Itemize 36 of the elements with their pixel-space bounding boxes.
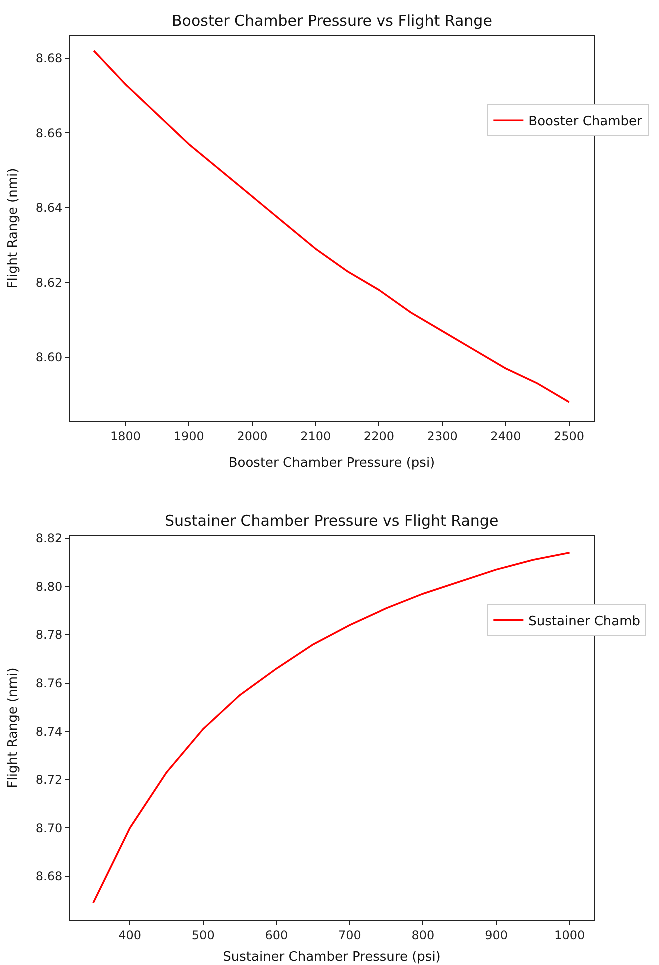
x-tick-label: 2200 <box>364 429 394 444</box>
x-tick-label: 600 <box>265 928 288 942</box>
x-tick-label: 2500 <box>554 429 585 444</box>
y-tick-label: 8.68 <box>36 52 63 66</box>
x-tick-label: 1900 <box>174 429 204 444</box>
y-tick-label: 8.64 <box>36 201 63 216</box>
x-tick-label: 500 <box>192 928 215 942</box>
y-tick-label: 8.74 <box>36 724 63 739</box>
x-tick-label: 400 <box>118 928 142 942</box>
y-tick-label: 8.60 <box>36 350 63 365</box>
y-tick-label: 8.76 <box>36 676 63 691</box>
y-tick-label: 8.68 <box>36 870 63 884</box>
x-tick-label: 2000 <box>237 429 268 444</box>
legend-label: Booster Chamber <box>528 114 644 130</box>
y-tick-label: 8.66 <box>36 126 63 140</box>
x-tick-label: 800 <box>412 928 435 942</box>
y-axis-title: Flight Range (nmi) <box>6 668 21 788</box>
x-tick-label: 700 <box>338 928 362 942</box>
x-tick-label: 2400 <box>490 429 522 444</box>
y-tick-label: 8.72 <box>36 773 63 788</box>
x-axis-title: Booster Chamber Pressure (psi) <box>228 456 436 471</box>
legend-label: Sustainer Chamb <box>528 614 641 630</box>
chart-title: Sustainer Chamber Pressure vs Flight Range <box>165 512 499 530</box>
y-tick-label: 8.80 <box>36 580 63 594</box>
y-tick-label: 8.70 <box>36 821 63 836</box>
x-tick-label: 1800 <box>110 429 142 444</box>
y-tick-label: 8.82 <box>36 532 63 546</box>
x-tick-label: 2100 <box>300 429 332 444</box>
y-tick-label: 8.78 <box>36 628 63 642</box>
chart-title: Booster Chamber Pressure vs Flight Range <box>172 12 492 30</box>
y-axis-title: Flight Range (nmi) <box>6 168 21 289</box>
y-tick-label: 8.62 <box>36 276 63 290</box>
x-tick-label: 1000 <box>554 928 586 942</box>
x-tick-label: 2300 <box>427 429 458 444</box>
x-tick-label: 900 <box>485 928 508 942</box>
x-axis-title: Sustainer Chamber Pressure (psi) <box>223 950 441 965</box>
